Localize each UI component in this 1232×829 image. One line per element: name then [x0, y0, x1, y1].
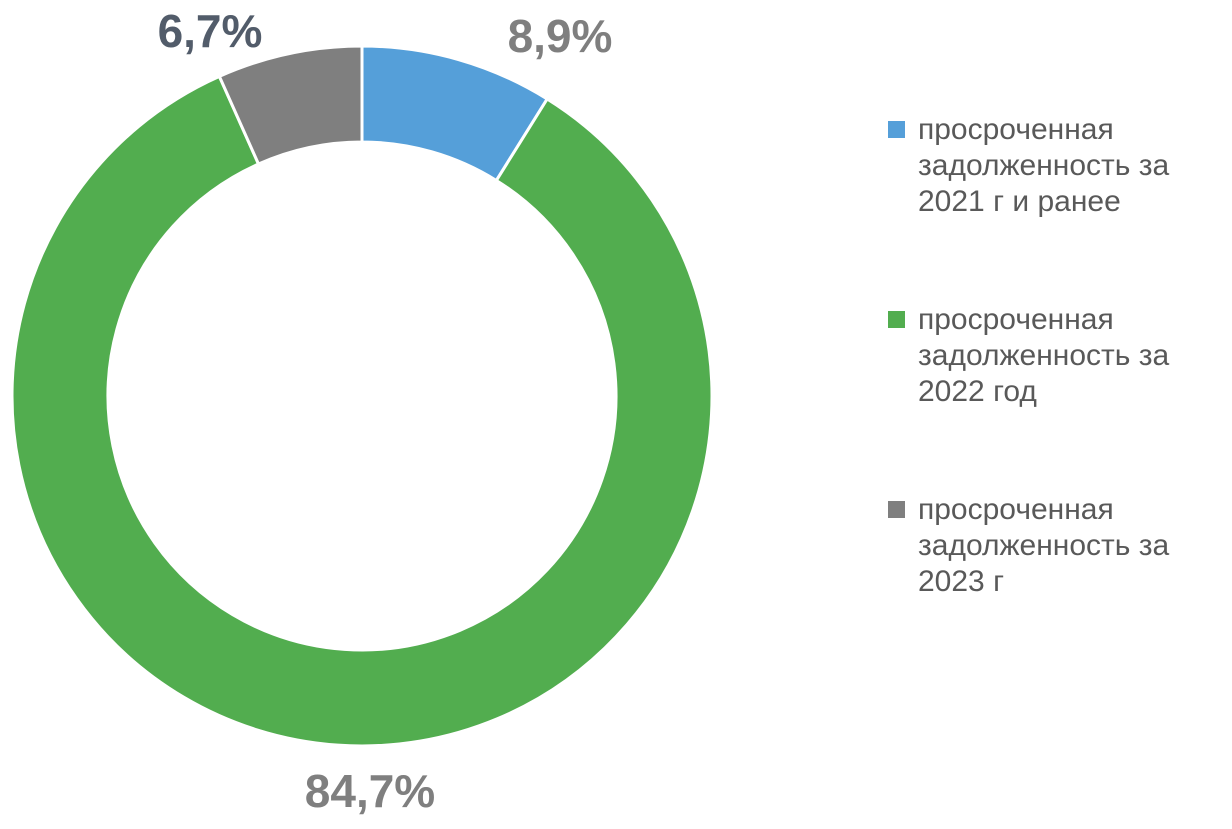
legend-label: просроченная задолженность за 2021 г и р… [918, 113, 1170, 218]
legend-label: просроченная задолженность за 2023 г [918, 493, 1170, 598]
data-label: 6,7% [158, 5, 263, 57]
legend-swatch [888, 311, 905, 328]
legend-swatch [888, 121, 905, 138]
donut-segment [10, 74, 714, 748]
data-label: 84,7% [305, 765, 435, 817]
data-label: 8,9% [508, 10, 613, 62]
donut-segment [217, 44, 364, 167]
legend-label: просроченная задолженность за 2022 год [918, 303, 1170, 408]
legend-swatch [888, 501, 905, 518]
